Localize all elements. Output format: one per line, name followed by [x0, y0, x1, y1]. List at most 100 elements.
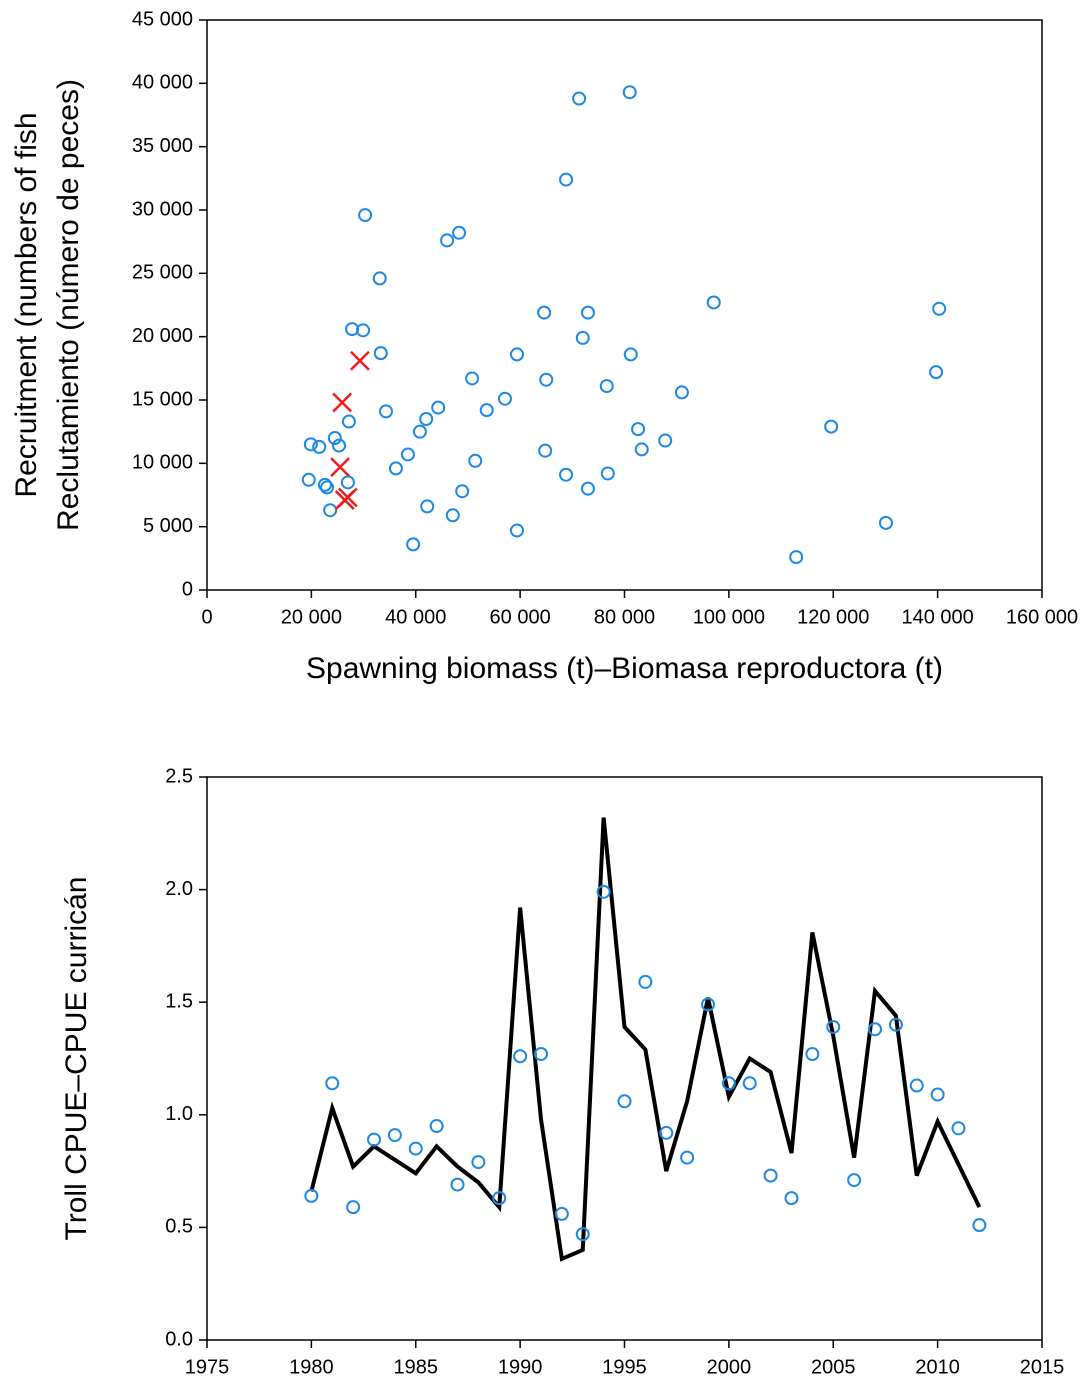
point	[492, 1191, 507, 1206]
point	[658, 433, 673, 448]
x-tick-label: 40 000	[385, 606, 446, 628]
point	[341, 414, 356, 429]
point	[659, 1125, 674, 1140]
point	[303, 437, 318, 452]
point	[972, 1218, 987, 1233]
point	[338, 487, 358, 508]
point	[455, 484, 470, 499]
line	[309, 817, 982, 1262]
point	[706, 295, 721, 310]
y-tick-label: 2.0	[165, 878, 193, 900]
point	[471, 1155, 486, 1170]
point	[909, 1078, 924, 1093]
point	[929, 365, 944, 380]
point	[372, 271, 387, 286]
y-tick-label: 40 000	[132, 72, 193, 94]
point	[450, 1177, 465, 1192]
point	[680, 1150, 695, 1165]
y-tick-label: 2.5	[165, 765, 193, 787]
point	[332, 392, 353, 413]
point	[537, 305, 552, 320]
point	[701, 997, 715, 1012]
point	[674, 385, 689, 400]
point	[826, 1019, 841, 1034]
y-tick-label: 10 000	[132, 452, 193, 474]
x-axis-title: Spawning biomass (t)–Biomasa reproductor…	[306, 652, 943, 685]
point	[580, 305, 595, 320]
point	[513, 1049, 528, 1064]
point	[575, 330, 590, 345]
x-tick-label: 120 000	[797, 606, 869, 628]
y-tick-label: 1.5	[165, 990, 193, 1012]
x-tick-label: 160 000	[1006, 606, 1078, 628]
x-tick-label: 1980	[289, 1356, 334, 1378]
point	[742, 1076, 757, 1091]
point	[600, 466, 615, 481]
point	[878, 515, 893, 530]
x-tick-label: 1995	[602, 1356, 647, 1378]
y-tick-label: 15 000	[132, 388, 193, 410]
point	[330, 457, 350, 478]
point	[340, 475, 355, 490]
point	[888, 1017, 903, 1032]
point	[429, 1119, 444, 1134]
y-tick-label: 0.0	[165, 1328, 193, 1350]
point	[572, 91, 587, 106]
point	[445, 508, 460, 523]
y-axis-title: Troll CPUE–CPUE curricán	[60, 877, 93, 1241]
point	[847, 1173, 862, 1188]
y-tick-label: 45 000	[132, 8, 193, 30]
x-tick-label: 140 000	[901, 606, 973, 628]
point	[539, 372, 554, 387]
x-tick-label: 1985	[394, 1356, 439, 1378]
point	[400, 447, 415, 462]
point	[721, 1076, 736, 1091]
point	[387, 1128, 402, 1143]
point	[312, 439, 327, 454]
x-tick-label: 2005	[811, 1356, 856, 1378]
point	[332, 438, 347, 453]
y-tick-label: 0	[182, 578, 193, 600]
point	[554, 1206, 569, 1221]
point	[346, 1200, 361, 1215]
point	[379, 404, 394, 419]
x-tick-label: 1975	[185, 1356, 230, 1378]
point	[932, 301, 947, 316]
point	[317, 477, 332, 492]
point	[575, 1227, 590, 1242]
x-tick-label: 20 000	[281, 606, 342, 628]
x-tick-label: 0	[201, 606, 212, 628]
point	[951, 1121, 966, 1136]
point	[634, 442, 649, 457]
point	[468, 453, 483, 468]
y-tick-label: 30 000	[132, 198, 193, 220]
point	[497, 391, 512, 406]
point	[419, 412, 434, 426]
y-axis-title: Reclutamiento (número de peces)	[52, 79, 85, 531]
point	[301, 472, 316, 487]
point	[406, 537, 421, 552]
point	[323, 503, 338, 518]
y-tick-label: 20 000	[132, 325, 193, 347]
point	[617, 1094, 632, 1109]
point	[367, 1132, 381, 1147]
point	[373, 346, 388, 361]
point	[622, 85, 637, 100]
point	[559, 172, 574, 187]
point	[431, 400, 446, 415]
point	[868, 1022, 882, 1037]
point	[479, 403, 494, 418]
point	[408, 1141, 423, 1156]
point	[623, 347, 638, 362]
point	[596, 884, 611, 899]
point	[631, 422, 646, 437]
y-axis-title: Recruitment (numbers of fish	[10, 112, 43, 497]
point	[327, 431, 342, 445]
x-tick-label: 1990	[498, 1356, 543, 1378]
x-tick-label: 100 000	[693, 606, 765, 628]
x-tick-label: 60 000	[490, 606, 551, 628]
point	[538, 443, 553, 458]
point	[304, 1188, 319, 1203]
plot-frame	[206, 776, 1043, 1341]
